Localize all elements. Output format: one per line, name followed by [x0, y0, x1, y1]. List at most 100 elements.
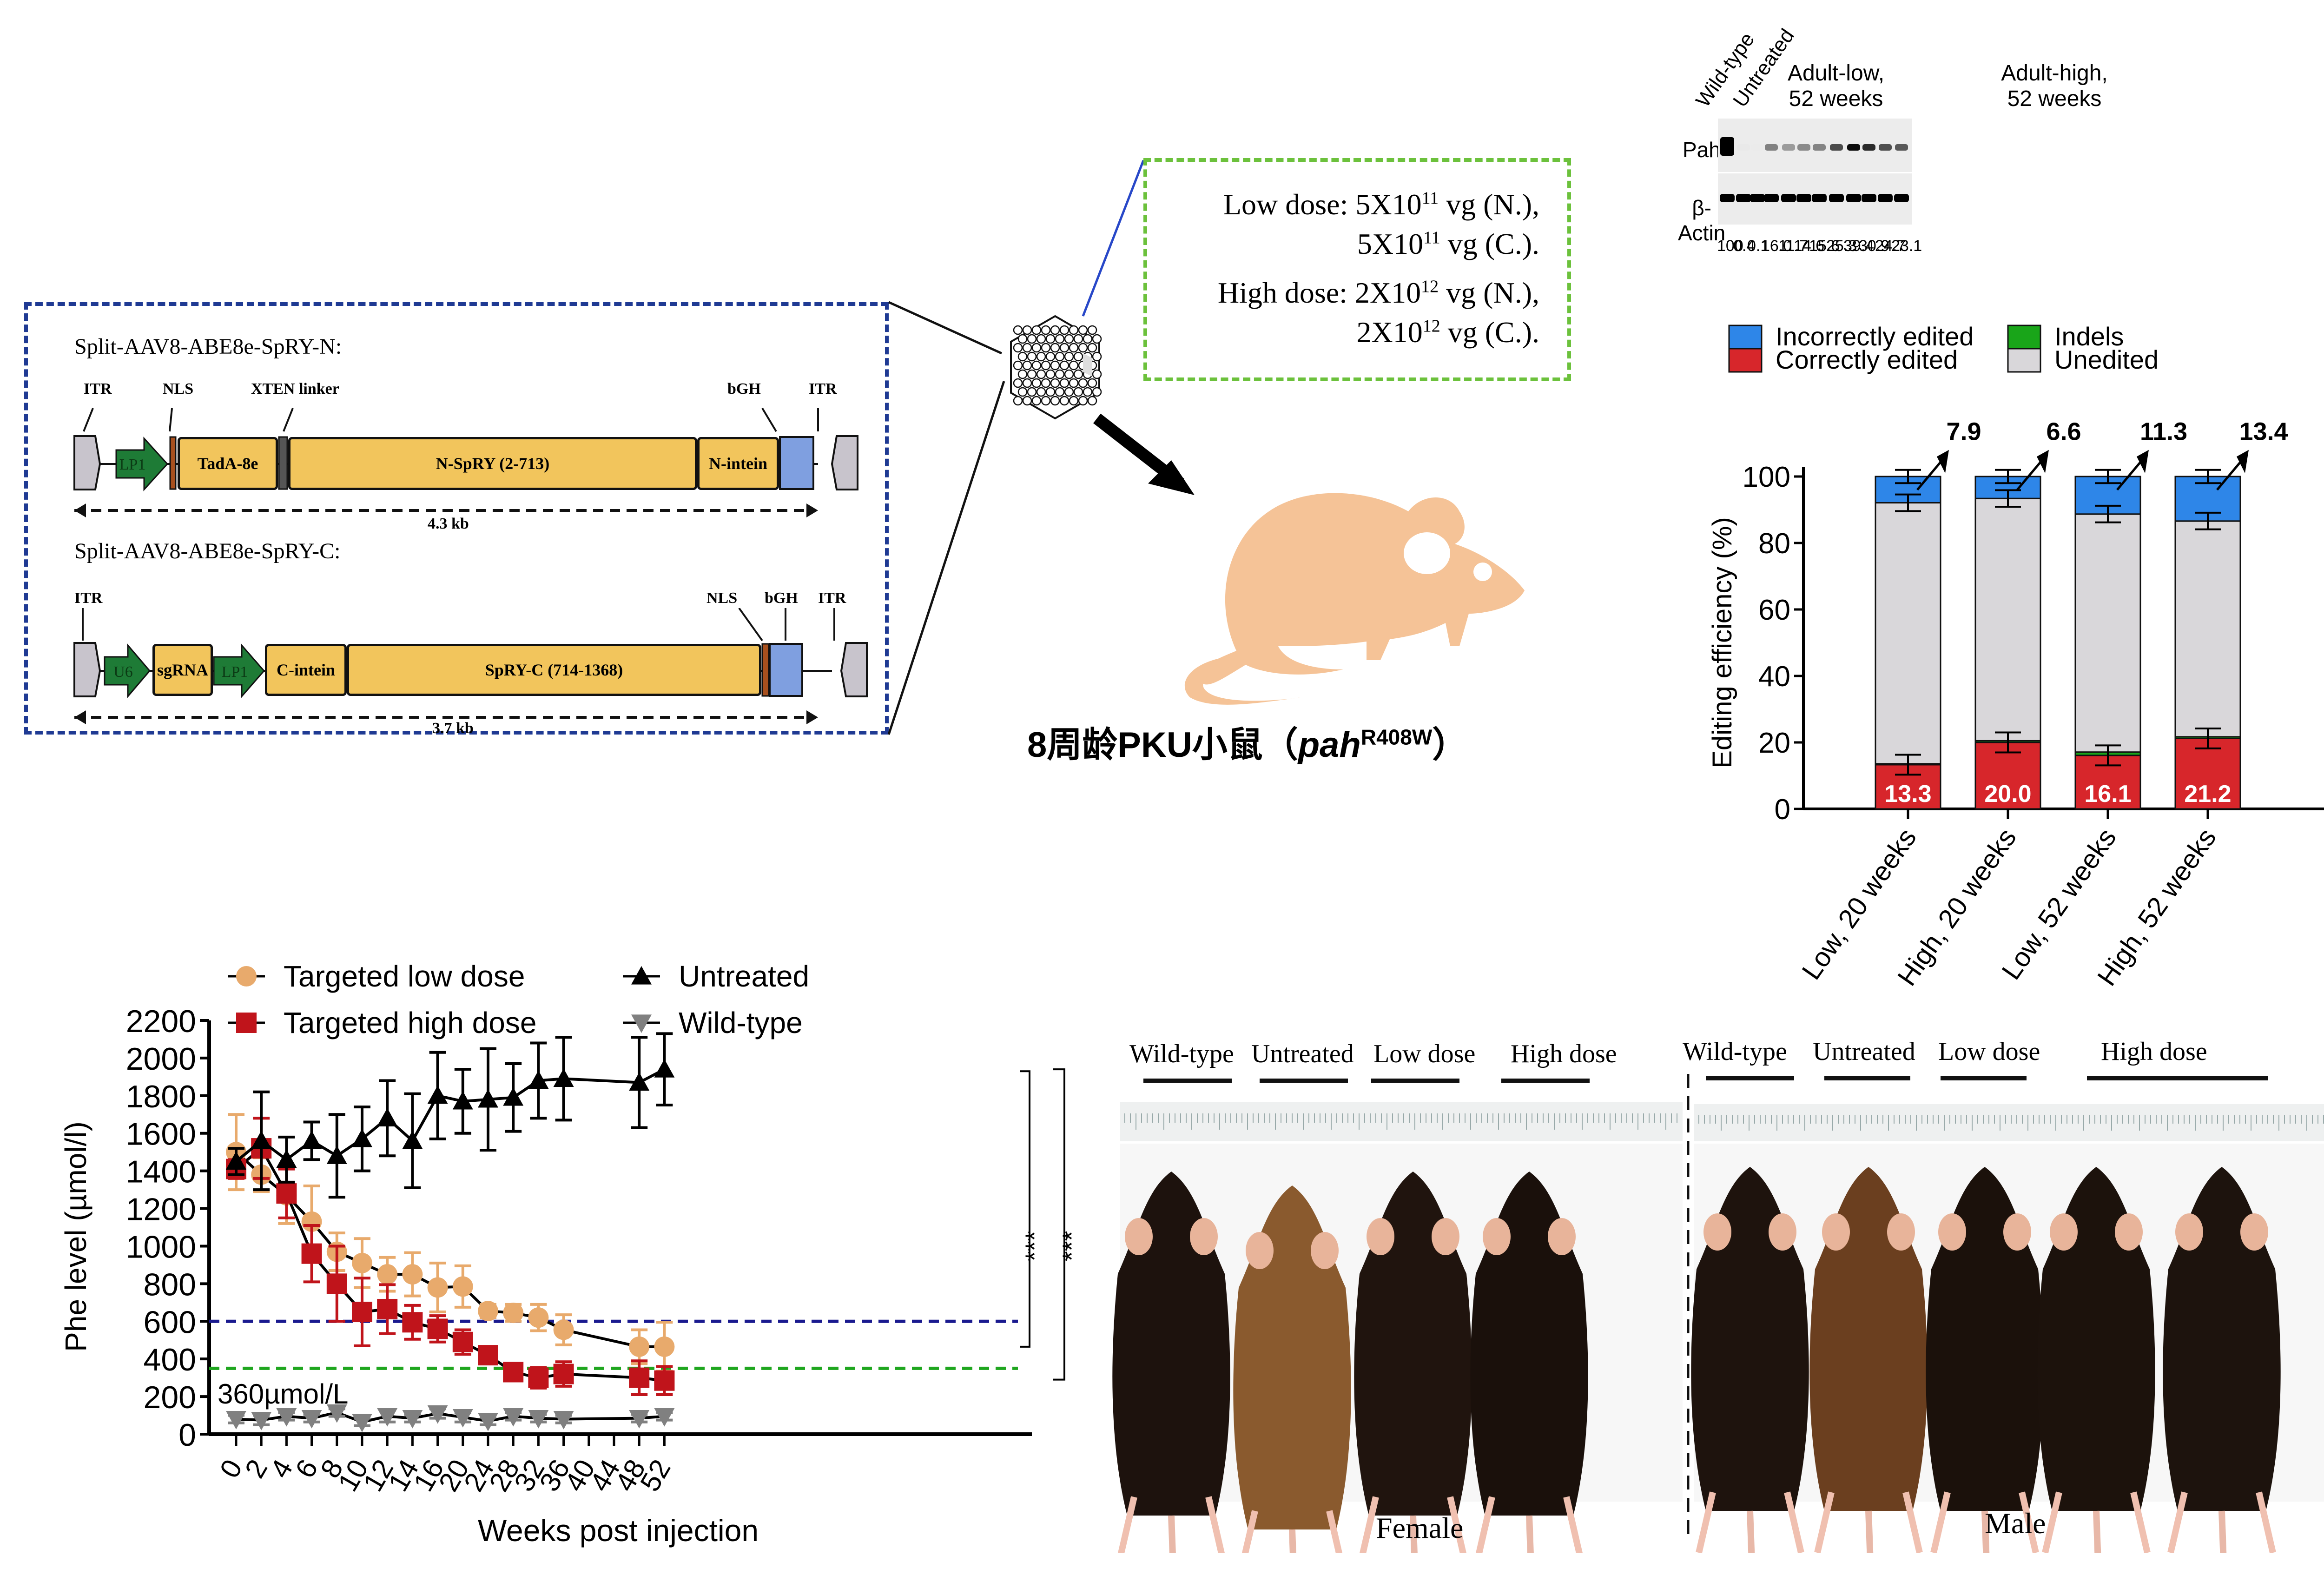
itr-left-shape-c: [73, 642, 101, 697]
male-label-wild-type: Wild-type: [1683, 1037, 1787, 1066]
capsid-subunit: [1073, 369, 1083, 379]
svg-text:LP1: LP1: [222, 663, 248, 681]
capsid-subunit: [1059, 325, 1070, 335]
capsid-subunit: [1045, 369, 1056, 379]
data-point: [553, 1411, 574, 1430]
capsid-subunit: [1087, 396, 1097, 406]
capsid-subunit: [1059, 396, 1070, 406]
pah-band: [1782, 144, 1795, 151]
data-point: [654, 1336, 675, 1357]
pah-band: [1847, 144, 1860, 151]
wb-row-pah: Pah: [1683, 138, 1721, 162]
ruler: [1120, 1102, 1683, 1141]
capsid-subunit: [1013, 378, 1023, 388]
x-axis-title: Weeks post injection: [478, 1513, 759, 1548]
data-point: [629, 1336, 650, 1357]
data-point: [503, 1362, 524, 1383]
itr-right-label: ITR: [809, 380, 837, 397]
data-point: [326, 1273, 347, 1294]
mouse-ear: [1769, 1213, 1796, 1251]
data-point: [478, 1301, 498, 1322]
c-size-label: 3.7 kb: [432, 720, 474, 737]
x-tick-label: 52: [634, 1454, 676, 1496]
data-point: [402, 1312, 423, 1333]
data-point: [503, 1087, 524, 1106]
mouse-leg: [2167, 1491, 2188, 1553]
bgh-label: bGH: [727, 380, 761, 397]
data-point: [478, 1413, 498, 1431]
capsid-subunit: [1022, 343, 1032, 353]
mouse-ear: [2175, 1213, 2203, 1251]
pah-band: [1751, 144, 1764, 151]
data-point: [276, 1183, 297, 1204]
actin-band: [1750, 194, 1765, 202]
capsid-subunit: [1078, 343, 1088, 353]
mouse-leg: [1476, 1496, 1495, 1553]
annotation-arrowhead: [2237, 450, 2249, 473]
legend-swatch: [2007, 324, 2041, 350]
mouse-leg: [1205, 1496, 1225, 1553]
wb-quant-value: 0.1: [1747, 237, 1769, 255]
itr-right-shape-c: [840, 642, 868, 697]
female-mouse: [1112, 1172, 1230, 1553]
annotation-arrowhead: [2137, 450, 2149, 473]
mouse-leg: [1326, 1510, 1342, 1553]
data-point: [352, 1128, 372, 1147]
mouse-body: [1691, 1167, 1809, 1511]
mouse-body: [1233, 1185, 1351, 1529]
capsid-subunit: [1083, 387, 1093, 397]
data-point: [377, 1108, 398, 1126]
aav-capsid-icon: [1010, 315, 1102, 420]
legend-swatch: [2007, 348, 2041, 373]
y-tick-label: 800: [144, 1267, 196, 1302]
series-line: [235, 1146, 665, 1382]
mouse-ear: [1483, 1218, 1511, 1255]
male-mouse: [2037, 1167, 2155, 1553]
wb-quant-value: 25.3: [1826, 237, 1857, 255]
male-caption: Male: [1985, 1507, 2046, 1540]
legend-label: Targeted low dose: [284, 960, 525, 993]
phe-level-chart: Targeted low dose Targeted high dose Untre…: [59, 960, 1086, 1548]
mouse-tail: [1289, 1529, 1296, 1553]
capsid-subunit: [1050, 325, 1060, 335]
data-point: [352, 1302, 372, 1323]
capsid-subunit: [1031, 343, 1042, 353]
wb-quant-value: 30.9: [1859, 237, 1890, 255]
capsid-subunit: [1031, 378, 1042, 388]
capsid-subunit: [1092, 387, 1102, 397]
itr-left-label-c: ITR: [74, 589, 103, 607]
actin-band: [1720, 194, 1735, 202]
itr-right-shape: [831, 435, 858, 490]
actin-band: [1781, 194, 1796, 202]
lp1-promoter-arrow: [115, 437, 169, 491]
capsid-subunit: [1050, 343, 1060, 353]
capsid-subunit: [1013, 396, 1023, 406]
capsid-subunit: [1078, 378, 1088, 388]
tada-8e-segment: TadA-8e: [178, 437, 278, 490]
y-tick-label: 2000: [126, 1041, 196, 1077]
capsid-subunit: [1027, 387, 1037, 397]
data-point: [629, 1410, 650, 1429]
data-point: [427, 1277, 448, 1298]
mouse-leg: [1696, 1491, 1716, 1553]
c-construct-title: Split-AAV8-ABE8e-SpRY-C:: [74, 539, 341, 563]
data-point: [452, 1331, 473, 1352]
mouse-ear: [1367, 1218, 1394, 1255]
group-underline: [1371, 1079, 1459, 1083]
y-tick-label: 1200: [126, 1192, 196, 1227]
group-underline: [1501, 1079, 1590, 1083]
data-point: [553, 1068, 574, 1087]
data-point: [452, 1091, 473, 1110]
data-point: [402, 1130, 423, 1149]
data-point: [326, 1404, 347, 1423]
mouse-body: [1470, 1172, 1588, 1516]
mouse-body: [1809, 1167, 1928, 1511]
mouse-tail: [2218, 1510, 2227, 1553]
wb-quantification-row: 100 0.4 0.1 16.0 11.7 14.6 15.6 25.3 39.4 30.9 24.…: [1717, 237, 1922, 256]
capsid-subunit: [1064, 351, 1074, 362]
capsid-subunit: [1031, 396, 1042, 406]
capsid-subunit: [1050, 378, 1060, 388]
capsid-subunit: [1050, 360, 1060, 371]
legend-swatch: [1728, 324, 1763, 350]
threshold-annotation: 360µmol/L: [218, 1378, 348, 1410]
